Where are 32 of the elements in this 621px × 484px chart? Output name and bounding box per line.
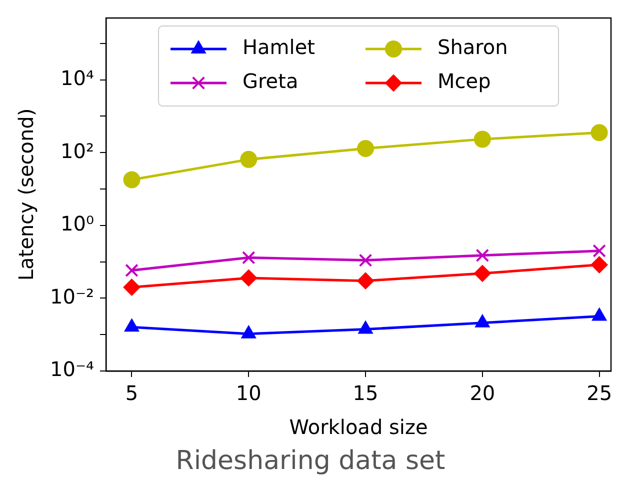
point [240,150,258,168]
point [123,278,140,296]
y-axis-title: Latency (second) [14,108,38,281]
x-tick-label: 15 [352,381,378,406]
point [357,140,374,157]
y-tick-label: 10⁻² [50,284,94,308]
point [357,272,374,290]
y-tick-label: 10⁻⁴ [50,357,94,382]
x-tick-label: 10 [236,381,262,406]
point [590,256,608,274]
x-axis-title: Workload size [289,415,428,440]
x-tick-label: 5 [125,381,138,406]
legend-label: Hamlet [242,35,316,60]
text: Ridesharing data set [174,446,446,476]
x-tick-label: 25 [586,381,612,406]
point [242,251,256,264]
x-tick-label: 20 [470,381,496,406]
point [592,244,606,258]
legend-label: Sharon [438,35,508,60]
point [123,171,140,188]
legend-label: Mcep [438,69,491,94]
point [476,248,490,262]
legend-label: Greta [242,69,298,94]
point [474,130,491,148]
y-tick-label: 10⁰ [60,212,94,236]
y-tick-label: 10⁴ [60,66,94,90]
point [125,264,138,278]
point [240,269,258,286]
y-tick-label: 10² [60,138,94,163]
point [358,254,372,267]
point [590,124,608,142]
point [474,264,491,282]
